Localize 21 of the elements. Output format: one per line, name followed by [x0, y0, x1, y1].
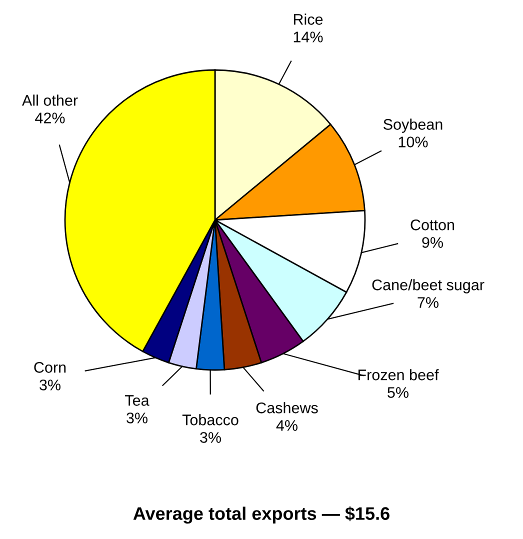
data-label: 10% [398, 136, 428, 148]
slice-label: Cashews [256, 402, 318, 414]
slice-label: All other [22, 94, 78, 106]
slice-label: Cotton [410, 220, 454, 230]
legend-label: Corn [34, 362, 66, 373]
slice-label: Cane/beet sugar [372, 279, 484, 294]
slice-label: Frozen beef [358, 369, 439, 380]
data-label: 3% [200, 432, 221, 443]
data-label: 4% [276, 420, 298, 431]
data-label: 5% [388, 387, 408, 398]
slice-label: Rice [294, 14, 323, 25]
slice-label: Tobacco [182, 414, 238, 426]
data-label: 7% [418, 297, 438, 308]
data-label: 14% [294, 32, 323, 42]
data-label: 3% [126, 412, 148, 424]
slice-label: Tea [125, 395, 150, 406]
slice-label: Soybean [384, 118, 442, 133]
text: Average total exports — $15.6 [133, 506, 390, 524]
data-label: 42% [35, 112, 65, 124]
data-label: 9% [422, 237, 443, 248]
data-label: 3% [40, 380, 60, 390]
